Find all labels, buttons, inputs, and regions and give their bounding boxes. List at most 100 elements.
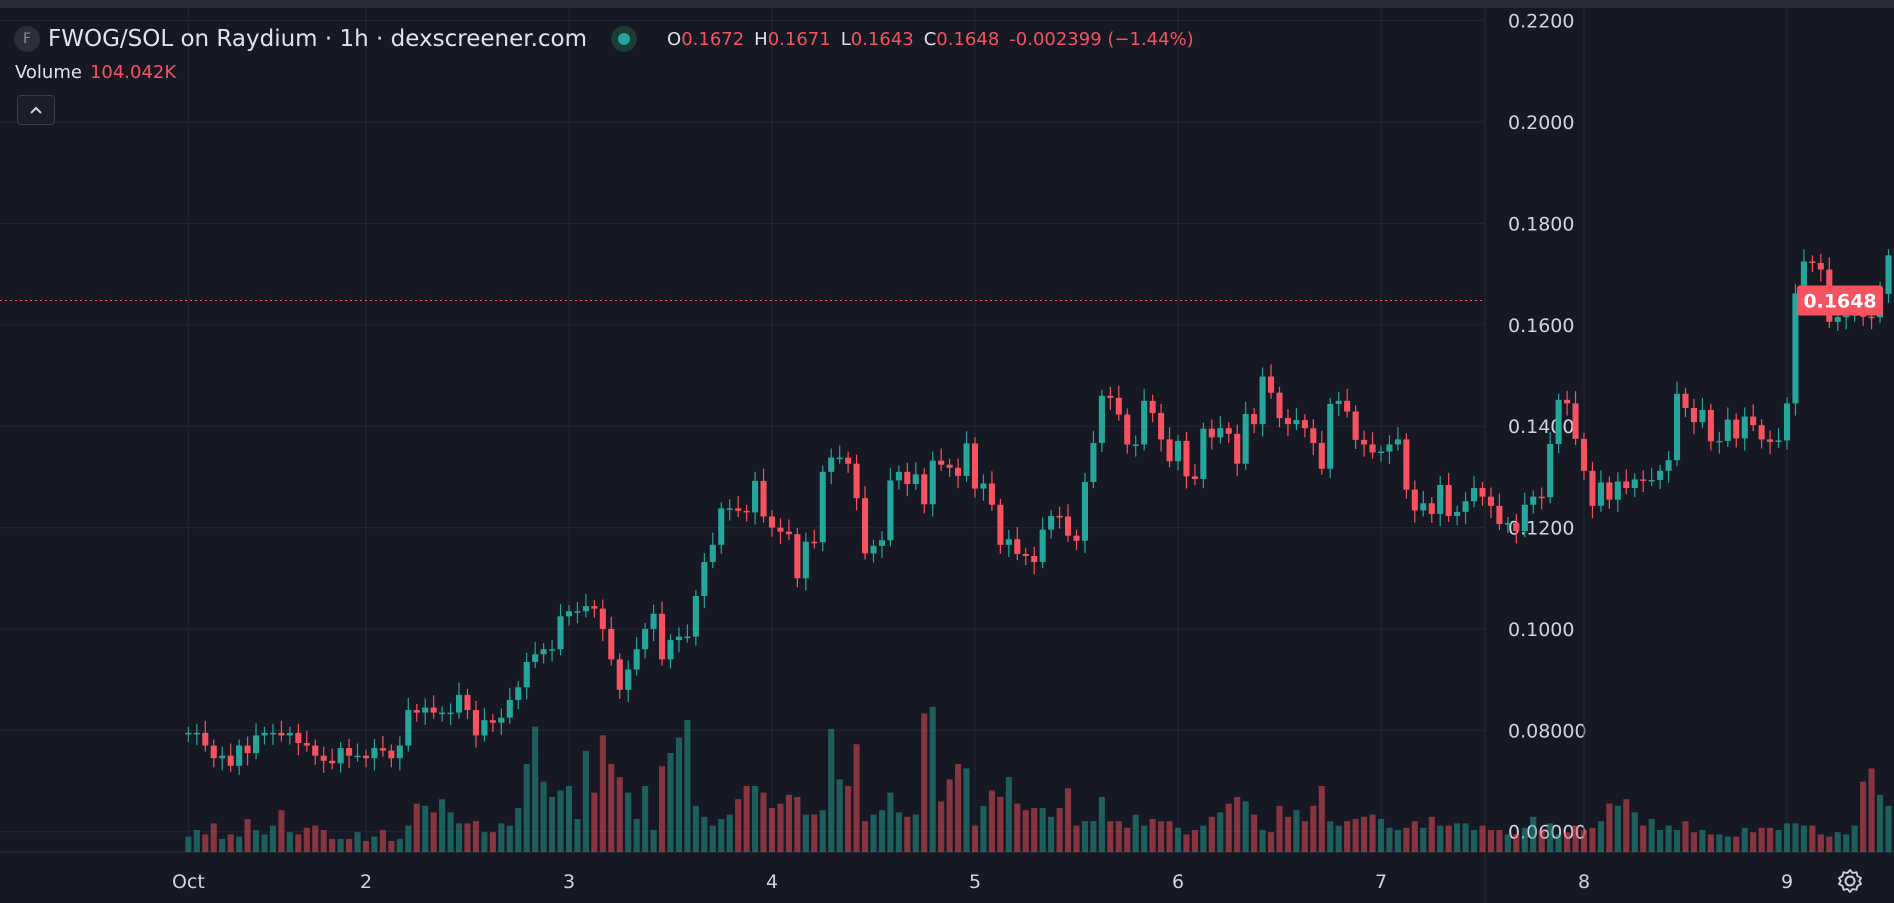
candle-body — [1242, 414, 1249, 464]
candle-body — [489, 720, 496, 723]
candle-body — [963, 443, 970, 476]
volume-bar — [1149, 819, 1156, 852]
ohlc-value: 0.1672 — [681, 28, 745, 50]
candle-body — [1564, 399, 1571, 404]
volume-bar — [1377, 819, 1385, 852]
volume-bar — [1860, 781, 1867, 852]
volume-bar — [625, 792, 632, 852]
volume-bar — [1699, 830, 1706, 852]
candle-body — [1403, 439, 1410, 490]
candle-body — [574, 611, 581, 613]
candle-body — [1107, 395, 1114, 398]
candle-body — [582, 606, 589, 612]
ohlc-key: O — [667, 28, 682, 50]
volume-bar — [481, 832, 488, 852]
candle-body — [1682, 393, 1689, 408]
candle-body — [1767, 439, 1774, 442]
candle-body — [929, 460, 936, 505]
candle-body — [371, 748, 378, 759]
candle-body — [616, 659, 623, 690]
x-tick-label: 8 — [1578, 871, 1590, 893]
status-dot-icon — [618, 33, 631, 45]
ohlc-values: O 0.1672 H 0.1671 L 0.1643 C 0.1648 -0.002399 (−… — [667, 29, 1204, 50]
volume-bar — [1056, 808, 1063, 852]
candle-body — [1022, 553, 1029, 556]
volume-bar — [921, 713, 928, 852]
volume-bar — [1242, 801, 1249, 852]
candle-body — [1657, 470, 1664, 480]
volume-bar — [1200, 825, 1207, 852]
candle-body — [388, 750, 395, 759]
candle-body — [997, 504, 1004, 545]
candle-body — [346, 748, 353, 756]
volume-bar — [1022, 810, 1029, 852]
volume-bar — [1580, 830, 1588, 852]
candle-body — [1377, 451, 1385, 454]
volume-bar — [346, 838, 353, 852]
candle-body — [1344, 400, 1351, 412]
candle-body — [1640, 479, 1647, 481]
volume-bar — [675, 737, 683, 852]
candle-body — [1792, 293, 1799, 404]
x-tick-label: 6 — [1172, 871, 1184, 893]
candle-body — [329, 760, 336, 764]
y-tick-label: 0.2200 — [1508, 11, 1574, 33]
candle-body — [1301, 420, 1308, 429]
volume-bar — [1361, 816, 1368, 852]
candle-body — [1479, 488, 1486, 497]
volume-bar — [1437, 825, 1444, 852]
chevron-up-icon — [30, 106, 42, 114]
volume-bar — [1538, 830, 1545, 852]
volume-bar — [1259, 830, 1266, 852]
candle-body — [760, 480, 767, 517]
candle-body — [379, 748, 386, 751]
volume-bar — [1225, 803, 1232, 852]
volume-bar — [354, 832, 361, 852]
candle-body — [1589, 470, 1596, 506]
volume-bar — [768, 808, 776, 852]
candle-body — [1200, 428, 1207, 479]
volume-bar — [193, 830, 200, 852]
volume-bar — [422, 805, 429, 852]
candle-body — [1454, 511, 1461, 516]
candle-body — [701, 562, 708, 597]
candle-body — [1352, 411, 1359, 440]
volume-bar — [1386, 827, 1393, 852]
gear-icon[interactable] — [1836, 867, 1864, 895]
volume-bar — [582, 750, 589, 852]
volume-bar — [1809, 825, 1816, 852]
x-tick-label: 7 — [1375, 871, 1387, 893]
candle-body — [261, 732, 268, 736]
volume-bar — [1665, 825, 1672, 852]
volume-bar — [1758, 827, 1765, 852]
candle-body — [887, 480, 894, 541]
candle-body — [658, 613, 666, 660]
x-tick-label: 5 — [969, 871, 981, 893]
candle-body — [608, 628, 615, 660]
collapse-button[interactable] — [17, 95, 55, 125]
volume-bar — [963, 768, 970, 852]
volume-bar — [878, 810, 886, 852]
candle-body — [320, 755, 327, 761]
candle-body — [591, 606, 598, 609]
volume-bar — [726, 814, 733, 852]
volume-bar — [303, 827, 310, 852]
volume-bar — [650, 830, 657, 852]
candle-body — [1098, 395, 1105, 443]
candle-body — [565, 611, 573, 617]
candle-body — [1420, 503, 1427, 511]
volume-bar — [887, 792, 894, 852]
volume-bar — [540, 781, 547, 852]
volume-bar — [1234, 797, 1241, 852]
volume-bar — [1606, 803, 1613, 852]
candle-body — [455, 694, 463, 713]
candle-body — [938, 460, 945, 465]
candle-body — [988, 483, 995, 505]
candle-body — [1648, 479, 1655, 482]
candle-body — [853, 463, 860, 499]
volume-bar — [895, 812, 902, 852]
volume-bar — [532, 726, 539, 852]
volume-bar — [946, 779, 953, 852]
candle-body — [244, 745, 251, 754]
